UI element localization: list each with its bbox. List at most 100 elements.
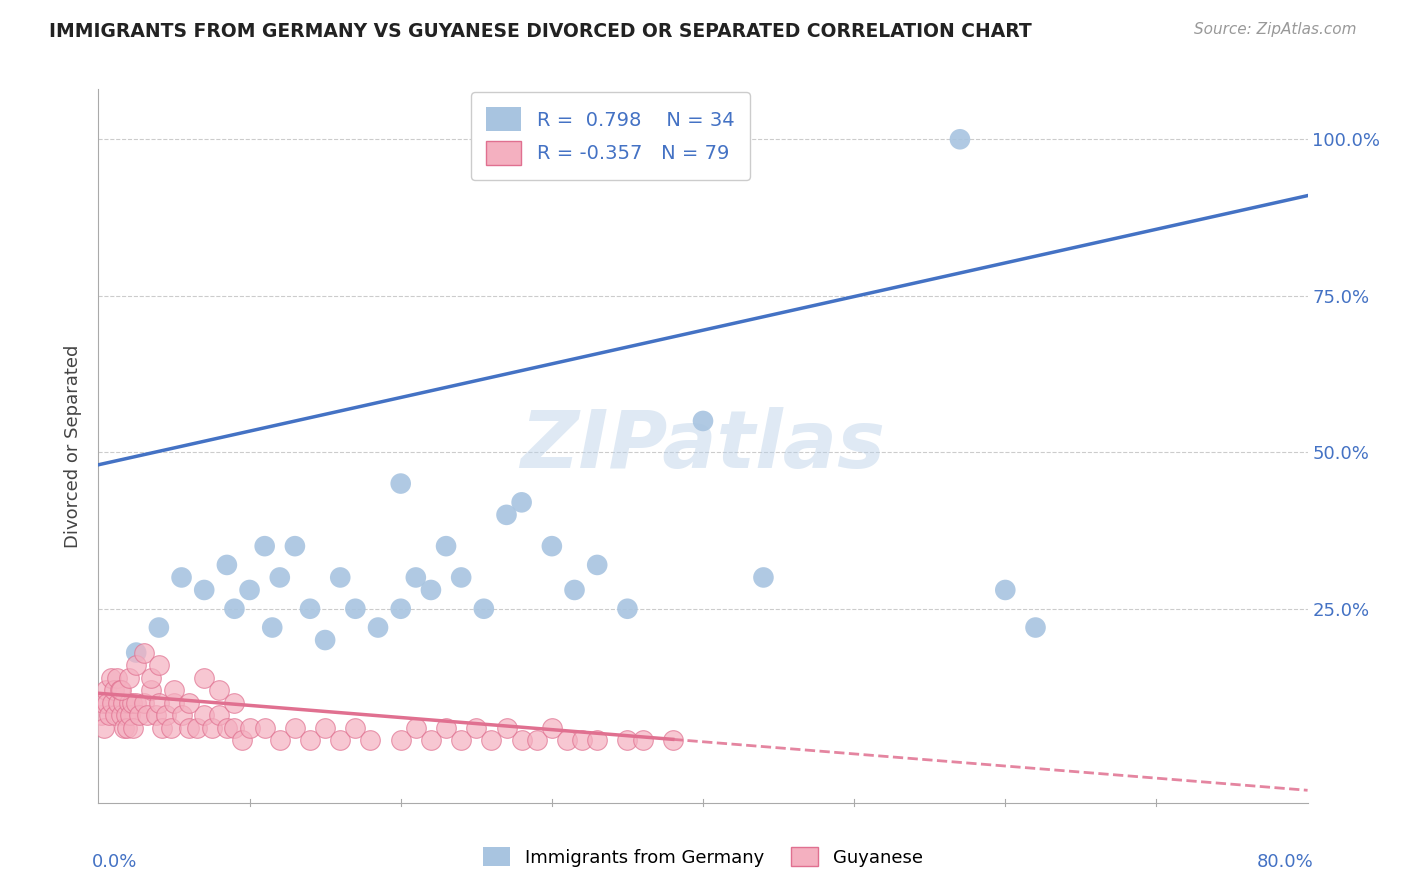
Legend: Immigrants from Germany, Guyanese: Immigrants from Germany, Guyanese [477,840,929,874]
Point [434,721,457,735]
Point [299,733,322,747]
Text: IMMIGRANTS FROM GERMANY VS GUYANESE DIVORCED OR SEPARATED CORRELATION CHART: IMMIGRANTS FROM GERMANY VS GUYANESE DIVO… [49,22,1032,41]
Point [564,582,586,597]
Legend: R =  0.798    N = 34, R = -0.357   N = 79: R = 0.798 N = 34, R = -0.357 N = 79 [471,92,751,180]
Point [495,508,517,522]
Point [208,683,231,698]
Point [239,582,262,597]
Point [329,733,352,747]
Point [118,696,141,710]
Point [510,733,533,747]
Point [179,696,201,710]
Point [224,601,246,615]
Point [125,646,148,660]
Point [481,733,503,747]
Point [389,601,412,615]
Point [128,708,150,723]
Point [100,671,122,685]
Text: 80.0%: 80.0% [1257,853,1313,871]
Point [631,733,654,747]
Point [145,708,167,723]
Point [105,671,128,685]
Point [450,733,472,747]
Point [125,696,148,710]
Point [112,721,135,735]
Point [389,733,412,747]
Point [253,539,276,553]
Point [179,721,201,735]
Point [160,721,183,735]
Point [90,708,112,723]
Point [155,708,177,723]
Point [299,601,322,615]
Point [314,633,336,648]
Point [148,658,170,673]
Point [262,621,284,635]
Point [107,696,129,710]
Point [526,733,548,747]
Point [540,539,562,553]
Point [405,721,427,735]
Point [170,570,193,584]
Point [170,708,193,723]
Point [215,721,238,735]
Point [465,721,488,735]
Point [571,733,593,747]
Point [125,658,148,673]
Point [135,708,157,723]
Point [367,621,389,635]
Point [141,671,163,685]
Point [115,721,138,735]
Point [150,721,173,735]
Point [420,582,443,597]
Point [284,539,307,553]
Point [215,558,238,572]
Point [110,708,132,723]
Point [510,495,533,509]
Point [1024,621,1046,635]
Point [314,721,336,735]
Point [118,671,141,685]
Point [193,708,215,723]
Point [284,721,307,735]
Point [269,570,291,584]
Point [420,733,443,747]
Point [93,721,115,735]
Text: Source: ZipAtlas.com: Source: ZipAtlas.com [1194,22,1357,37]
Point [752,570,775,584]
Point [193,582,215,597]
Point [193,671,215,685]
Point [495,721,517,735]
Point [111,696,134,710]
Point [692,414,714,428]
Point [344,601,367,615]
Point [120,708,142,723]
Point [661,733,683,747]
Point [239,721,262,735]
Point [122,721,145,735]
Text: 0.0%: 0.0% [93,853,138,871]
Point [405,570,427,584]
Point [389,476,412,491]
Point [329,570,352,584]
Point [472,601,495,615]
Point [132,696,155,710]
Point [360,733,382,747]
Point [103,683,125,698]
Point [555,733,578,747]
Point [148,621,170,635]
Point [201,721,224,735]
Y-axis label: Divorced or Separated: Divorced or Separated [65,344,83,548]
Point [540,721,562,735]
Point [586,733,609,747]
Point [121,696,143,710]
Point [208,708,231,723]
Point [101,696,124,710]
Point [586,558,609,572]
Point [108,683,131,698]
Point [949,132,972,146]
Point [148,696,170,710]
Point [269,733,291,747]
Point [616,601,638,615]
Point [96,696,118,710]
